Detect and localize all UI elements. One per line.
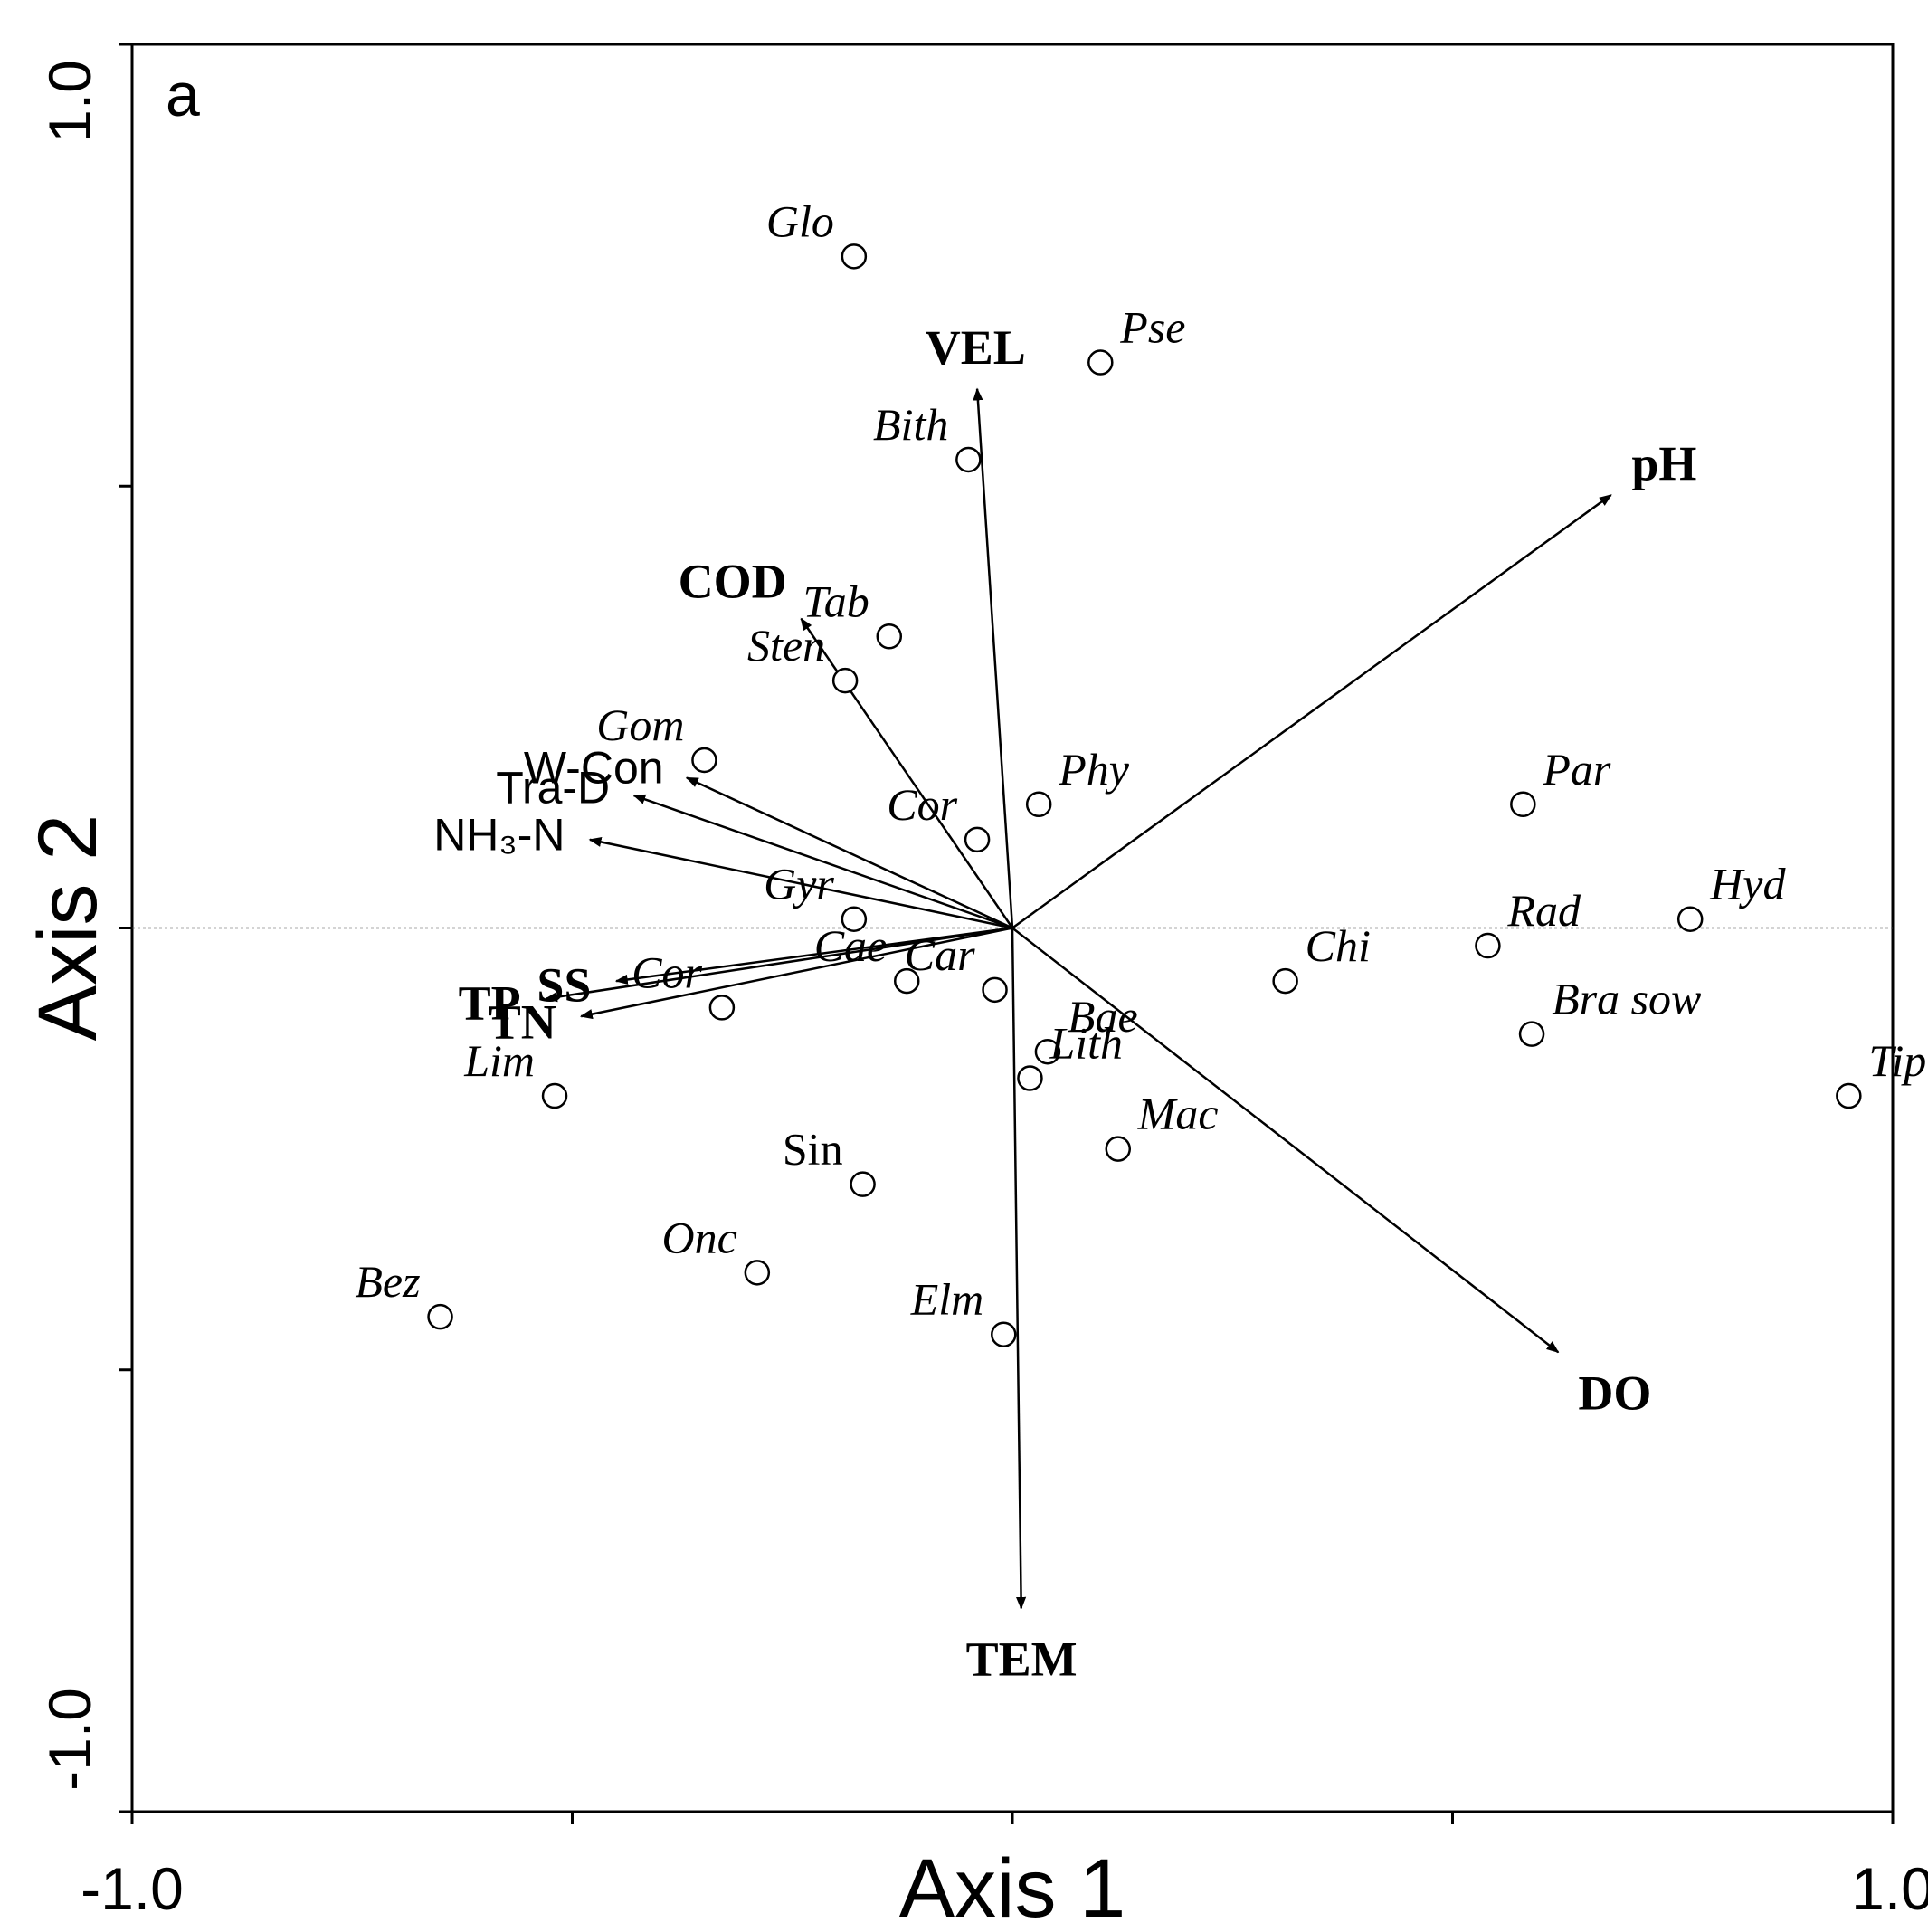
species-label-cae-9: Cae	[814, 920, 888, 971]
species-label-car-10: Car	[905, 929, 975, 980]
species-label-elm-19: Elm	[910, 1274, 984, 1325]
vector-label-tp: TP	[459, 976, 521, 1031]
panel-label: a	[166, 61, 200, 129]
vector-arrow-do	[1011, 927, 1560, 1354]
species-point-hyd-23	[1676, 906, 1704, 932]
species-label-onc-17: Onc	[662, 1212, 737, 1262]
vector-arrow-tn	[579, 927, 1013, 1020]
vector-label-tn: TN	[489, 995, 556, 1050]
vector-arrow-tem	[1011, 928, 1027, 1610]
vector-label-vel: VEL	[926, 320, 1026, 375]
vector-label-w-con: W-Con	[524, 742, 664, 793]
species-point-gom-5	[691, 747, 717, 774]
species-point-pse-1	[1087, 349, 1114, 376]
species-label-pse-1: Pse	[1119, 302, 1185, 353]
species-label-lith-12: Lith	[1049, 1018, 1123, 1069]
species-point-tab-3	[876, 623, 903, 650]
axis-ticks	[119, 43, 1895, 1824]
x-axis-title: Axis 1	[899, 1842, 1126, 1932]
vector-label-cod: COD	[679, 555, 787, 609]
vector-label-tem: TEM	[966, 1632, 1078, 1686]
species-point-bra-sow-24	[1518, 1021, 1545, 1047]
species-point-chi-20	[1272, 967, 1298, 995]
species-point-phy-6	[1025, 791, 1052, 818]
species-point-sin-16	[850, 1171, 876, 1197]
species-label-lim-15: Lim	[463, 1035, 535, 1086]
species-point-elm-19	[991, 1321, 1017, 1347]
species-point-onc-17	[744, 1260, 771, 1286]
species-label-bith-2: Bith	[873, 399, 948, 450]
vector-label-tra-d: Tra-D	[496, 762, 610, 813]
species-point-par-21	[1510, 791, 1536, 818]
vector-arrow-w-con	[685, 776, 1013, 929]
y-tick-label-min: -1.0	[36, 1688, 103, 1791]
species-point-sten-4	[831, 667, 859, 694]
species-label-sten-4: Sten	[747, 620, 825, 671]
species-point-glo-0	[841, 243, 868, 270]
species-label-gyr-8: Gyr	[764, 859, 834, 909]
species-label-cor-7: Cor	[887, 779, 957, 830]
species-label-bra-sow-24: Bra sow	[1552, 974, 1701, 1024]
vector-label-ss: SS	[537, 958, 591, 1013]
species-point-bez-18	[427, 1303, 453, 1330]
vector-arrow-tra-d	[632, 794, 1013, 929]
species-label-hyd-23: Hyd	[1709, 859, 1786, 909]
vector-label-do: DO	[1578, 1366, 1651, 1420]
vector-arrow-nh-n	[588, 836, 1013, 929]
species-label-glo-0: Glo	[766, 195, 834, 246]
species-label-tab-3: Tab	[803, 576, 869, 626]
species-label-par-21: Par	[1542, 744, 1611, 795]
species-label-rad-22: Rad	[1506, 885, 1581, 936]
species-label-tip-25: Tip	[1868, 1035, 1926, 1086]
y-axis-title: Axis 2	[22, 814, 114, 1042]
vector-arrow-cod	[800, 617, 1014, 929]
species-point-bith-2	[955, 446, 982, 473]
vector-arrow-ph	[1011, 494, 1612, 929]
species-label-bez-18: Bez	[355, 1256, 420, 1307]
y-tick-label-max: 1.0	[36, 60, 103, 143]
vector-arrow-vel	[973, 387, 1014, 928]
x-tick-label-max: 1.0	[1851, 1855, 1928, 1922]
vector-label-nh-n: NH₃-N	[433, 810, 565, 861]
species-label-bae-11: Bae	[1068, 991, 1138, 1042]
species-point-lim-15	[541, 1082, 568, 1109]
species-label-mac-13: Mac	[1137, 1089, 1219, 1139]
vector-label-ph: pH	[1631, 437, 1696, 491]
species-point-rad-22	[1475, 932, 1501, 959]
vector-arrow-tp	[544, 927, 1013, 1003]
species-point-tip-25	[1836, 1082, 1862, 1109]
species-label-sin-16: Sin	[783, 1124, 843, 1175]
species-label-cor-14: Cor	[632, 947, 702, 997]
species-point-lith-12	[1017, 1065, 1043, 1091]
species-point-cor-7	[964, 826, 991, 853]
species-label-chi-20: Chi	[1306, 920, 1371, 971]
species-point-car-10	[982, 976, 1008, 1004]
species-point-gyr-8	[841, 906, 868, 932]
species-point-mac-13	[1105, 1136, 1132, 1162]
species-label-phy-6: Phy	[1058, 744, 1130, 795]
species-point-cae-9	[893, 967, 920, 995]
vector-arrow-ss	[614, 927, 1013, 985]
species-point-cor-14	[708, 995, 736, 1021]
x-tick-label-min: -1.0	[81, 1855, 184, 1922]
species-label-gom-5: Gom	[596, 700, 684, 750]
species-point-bae-11	[1034, 1038, 1061, 1065]
